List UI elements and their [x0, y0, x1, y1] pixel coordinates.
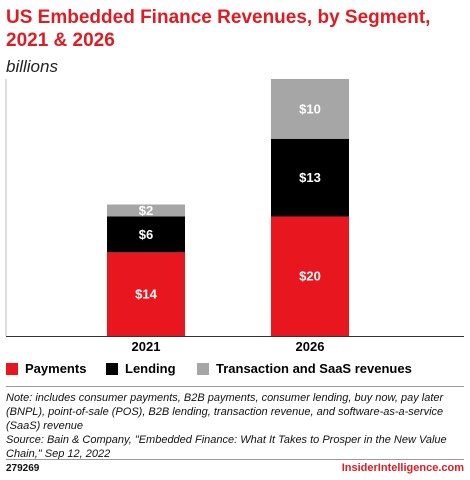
footnote: Note: includes consumer payments, B2B pa…: [6, 391, 468, 461]
brand-link[interactable]: InsiderIntelligence.com: [341, 462, 464, 474]
bar-2021-transaction-and-saas-revenues: [107, 204, 185, 217]
bar-2026-lending: [271, 138, 349, 217]
chart-subtitle: billions: [6, 57, 58, 76]
source-text: Source: Bain & Company, "Embedded Financ…: [6, 434, 447, 460]
bar-2021-payments: [107, 252, 185, 336]
data-label-2021-1: $6: [139, 227, 153, 242]
stacked-bar-chart: $14 $6 $2 2021 $20 $13 $10 2026: [5, 79, 464, 354]
legend-label-payments: Payments: [25, 361, 87, 376]
legend-swatch-lending: [106, 362, 118, 375]
data-label-2026-0: $20: [299, 269, 321, 284]
legend-swatch-transaction-saas: [197, 362, 209, 375]
bar-2021-lending: [107, 216, 185, 253]
legend-swatch-payments: [6, 362, 18, 375]
x-tick-label-2026: 2026: [296, 339, 325, 354]
divider-bottom: [6, 459, 464, 460]
legend-label-transaction-saas: Transaction and SaaS revenues: [216, 361, 412, 376]
chart-title: US Embedded Finance Revenues, by Segment…: [6, 7, 431, 51]
note-text: Note: includes consumer payments, B2B pa…: [6, 392, 444, 432]
divider-top: [6, 386, 464, 387]
legend-label-lending: Lending: [125, 361, 176, 376]
x-tick-label-2021: 2021: [132, 339, 161, 354]
bar-2026-payments: [271, 216, 349, 336]
legend-item-payments: Payments: [6, 361, 86, 376]
data-label-2021-2: $2: [139, 203, 153, 218]
chart-id: 279269: [6, 463, 40, 474]
data-label-2026-2: $10: [299, 101, 321, 116]
legend: Payments Lending Transaction and SaaS re…: [6, 361, 466, 381]
data-label-2026-1: $13: [299, 170, 321, 185]
legend-item-transaction-saas: Transaction and SaaS revenues: [197, 361, 412, 376]
bar-2026-transaction-and-saas-revenues: [271, 79, 349, 139]
data-label-2021-0: $14: [135, 287, 157, 302]
legend-item-lending: Lending: [106, 361, 176, 376]
